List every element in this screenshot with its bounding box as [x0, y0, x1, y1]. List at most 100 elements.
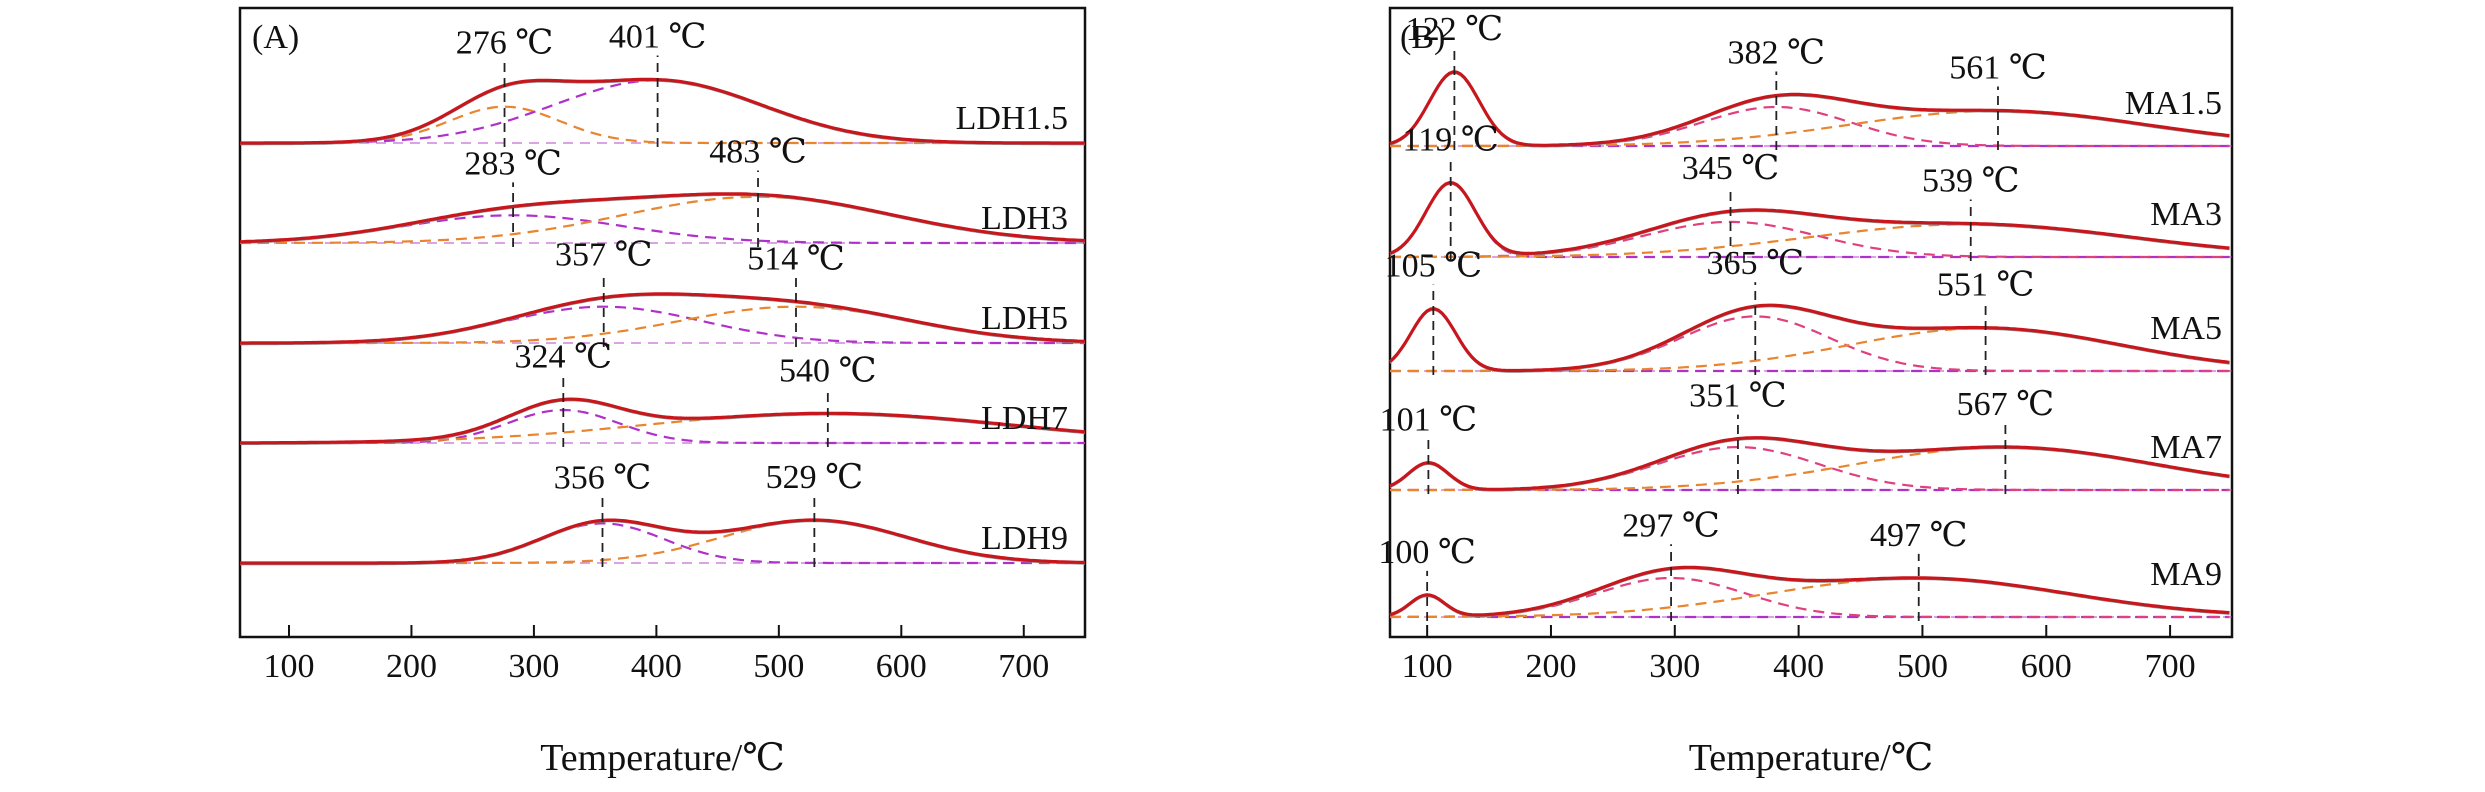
envelope-curve-ldh3 [239, 192, 1086, 244]
fit-component-ma1-5-382 [1390, 105, 2230, 148]
envelope-curve-ldh9 [240, 518, 1085, 565]
curve-group-ldh9: 356 ℃ 529 ℃ LDH9 [240, 459, 1085, 567]
envelope-curve-ma7 [1389, 436, 2230, 491]
curve-group-ldh5: 357 ℃ 514 ℃ LDH5 [240, 236, 1086, 347]
x-tick-label-300: 300 [1649, 648, 1700, 685]
envelope-curve-ma5 [1388, 303, 2230, 373]
envelope-curve-ldh1-5 [240, 77, 1085, 145]
fit-component-ldh3-283 [239, 214, 1085, 245]
peak-label-ma1-5-561: 561 ℃ [1949, 49, 2047, 86]
fit-component-ldh7-324 [240, 408, 1085, 445]
peak-label-ma3-345: 345 ℃ [1682, 150, 1780, 187]
peak-label-ldh1-5-401: 401 ℃ [609, 19, 707, 56]
x-tick-label-200: 200 [386, 648, 437, 685]
curve-name-ldh1-5: LDH1.5 [956, 100, 1068, 137]
x-tick-label-200: 200 [1525, 648, 1576, 685]
curve-group-ma9: 100 ℃ 297 ℃ 497 ℃ MA9 [1378, 507, 2232, 621]
x-tick-label-100: 100 [1402, 648, 1453, 685]
plot-frame-b [1388, 6, 2234, 639]
fit-component-ma3-345 [1390, 220, 2230, 259]
x-axis-title-a: Temperature/℃ [540, 737, 785, 779]
fit-component-ma7-567 [1390, 446, 2230, 492]
curve-group-ma1-5: 122 ℃ 382 ℃ 561 ℃ MA1.5 [1389, 11, 2232, 150]
fit-component-ma1-5-561 [1390, 109, 2230, 148]
envelope-curve-ma9 [1389, 565, 2230, 617]
curve-group-ma7: 101 ℃ 351 ℃ 567 ℃ MA7 [1380, 378, 2232, 494]
raw-trace-ldh3 [239, 194, 1086, 244]
curve-group-ldh3: 283 ℃ 483 ℃ LDH3 [239, 133, 1086, 247]
raw-trace-ma9 [1389, 568, 2230, 618]
fit-component-ma1-5-122 [1389, 70, 2230, 148]
panel-label-b: (B) [1400, 19, 1445, 56]
curve-group-ldh7: 324 ℃ 540 ℃ LDH7 [240, 338, 1086, 447]
x-tick-label-700: 700 [998, 648, 1049, 685]
curve-name-ldh7: LDH7 [981, 400, 1068, 437]
raw-trace-ma3 [1389, 183, 2230, 256]
x-axis-title-b: Temperature/℃ [1689, 737, 1934, 779]
envelope-curve-ldh7 [240, 397, 1086, 445]
x-tick-label-500: 500 [753, 648, 804, 685]
fit-component-ldh1-5-276 [240, 105, 1085, 145]
peak-label-ldh3-483: 483 ℃ [709, 133, 807, 170]
curve-name-ma5: MA5 [2150, 310, 2222, 347]
fit-component-ma5-551 [1390, 327, 2230, 373]
peak-label-ldh1-5-276: 276 ℃ [456, 24, 554, 61]
peak-label-ma7-101: 101 ℃ [1380, 402, 1478, 439]
peak-label-ma3-539: 539 ℃ [1922, 162, 2020, 199]
raw-trace-ma5 [1389, 306, 2230, 373]
peak-label-ma1-5-122: 122 ℃ [1406, 11, 1504, 48]
fit-component-ma7-351 [1390, 446, 2230, 492]
fit-component-ldh5-514 [240, 305, 1086, 345]
plot-frame-a [238, 6, 1087, 639]
raw-trace-ma7 [1389, 438, 2230, 492]
curve-name-ldh3: LDH3 [981, 200, 1068, 237]
fit-component-ma7-101 [1389, 461, 2230, 492]
peak-label-ldh3-283: 283 ℃ [464, 145, 562, 182]
panel-a: (A) 100 200 300 400 500 600 700 Temperature/℃ 276… [238, 6, 1087, 779]
peak-label-ma7-351: 351 ℃ [1689, 378, 1787, 415]
x-tick-label-400: 400 [631, 648, 682, 685]
envelope-curve-ma3 [1389, 180, 2230, 256]
envelope-curve-ma1-5 [1389, 70, 2230, 147]
x-tick-label-400: 400 [1773, 648, 1824, 685]
fit-component-ma3-119 [1389, 181, 2230, 259]
curve-name-ma3: MA3 [2150, 196, 2222, 233]
peak-label-ma5-551: 551 ℃ [1937, 267, 2035, 304]
fit-component-ma5-105 [1389, 307, 2230, 373]
peak-label-ma1-5-382: 382 ℃ [1728, 34, 1826, 71]
panel-label-a: (A) [252, 19, 299, 56]
curve-group-ma5: 105 ℃ 365 ℃ 551 ℃ MA5 [1385, 245, 2232, 375]
x-tick-label-500: 500 [1897, 648, 1948, 685]
curve-name-ldh9: LDH9 [981, 520, 1068, 557]
panel-b: (B) 100 200 300 400 500 600 700 Temperature/℃ 122… [1378, 6, 2234, 779]
curve-name-ma9: MA9 [2150, 556, 2222, 593]
peak-label-ma9-100: 100 ℃ [1378, 534, 1476, 571]
x-tick-label-600: 600 [2021, 648, 2072, 685]
curve-name-ma7: MA7 [2150, 429, 2222, 466]
peak-label-ldh7-540: 540 ℃ [779, 352, 877, 389]
peak-label-ldh5-514: 514 ℃ [747, 240, 845, 277]
fit-component-ldh3-483 [240, 195, 1086, 245]
fit-component-ma3-539 [1389, 223, 2230, 259]
fit-component-ma9-297 [1390, 576, 2230, 619]
peak-label-ma3-119: 119 ℃ [1403, 122, 1499, 159]
peak-label-ldh9-356: 356 ℃ [554, 459, 652, 496]
peak-label-ma9-297: 297 ℃ [1622, 507, 1720, 544]
curve-name-ma1-5: MA1.5 [2125, 85, 2222, 122]
x-tick-label-600: 600 [876, 648, 927, 685]
envelope-curve-ldh5 [240, 292, 1086, 345]
peak-label-ldh5-357: 357 ℃ [555, 236, 653, 273]
curve-name-ldh5: LDH5 [981, 300, 1068, 337]
fit-component-ldh5-357 [240, 305, 1085, 345]
peak-label-ma7-567: 567 ℃ [1957, 386, 2055, 423]
curve-group-ma3: 119 ℃ 345 ℃ 539 ℃ MA3 [1389, 122, 2232, 261]
peak-label-ldh9-529: 529 ℃ [766, 459, 864, 496]
curve-group-ldh1-5: 276 ℃ 401 ℃ LDH1.5 [240, 19, 1085, 147]
peak-label-ldh7-324: 324 ℃ [515, 338, 613, 375]
peak-label-ma5-365: 365 ℃ [1707, 245, 1805, 282]
x-tick-label-100: 100 [263, 648, 314, 685]
raw-trace-ldh5 [240, 294, 1086, 346]
peak-label-ma5-105: 105 ℃ [1385, 248, 1483, 285]
